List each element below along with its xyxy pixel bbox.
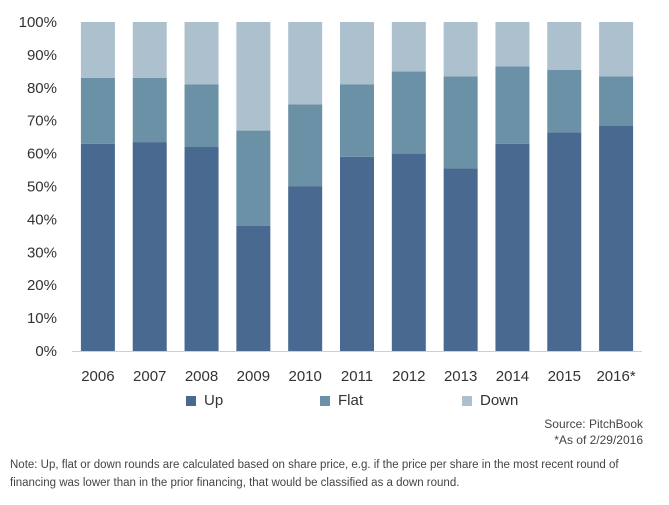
y-tick-label: 100%	[19, 14, 57, 31]
y-tick-label: 70%	[27, 113, 57, 130]
x-tick-label: 2006	[81, 368, 114, 385]
bar-segment-flat-2012	[391, 71, 426, 154]
y-tick-label: 60%	[27, 146, 57, 163]
bar-segment-up-2014	[495, 143, 530, 351]
legend-label-down: Down	[480, 392, 519, 409]
bar-segment-up-2009	[236, 225, 271, 351]
footnote: Note: Up, flat or down rounds are calcul…	[10, 459, 619, 489]
bar-segment-flat-2015	[547, 69, 582, 133]
x-tick-label: 2016*	[596, 368, 635, 385]
legend-swatch-down	[462, 395, 472, 406]
bar-segment-down-2016	[599, 22, 634, 77]
bar-segment-down-2011	[340, 22, 374, 85]
x-tick-label: 2009	[237, 368, 270, 385]
bar-segment-down-2006	[80, 22, 115, 78]
x-tick-label: 2007	[133, 368, 166, 385]
y-tick-label: 50%	[27, 179, 57, 196]
legend-label-up: Up	[204, 392, 224, 409]
bar-segment-flat-2007	[132, 77, 167, 143]
legend-swatch-flat	[320, 395, 330, 406]
y-tick-label: 40%	[27, 211, 57, 228]
bar-segment-up-2016	[599, 125, 634, 351]
bar-segment-flat-2009	[236, 130, 271, 226]
bar-segment-down-2014	[495, 22, 530, 67]
x-tick-label: 2008	[185, 368, 218, 385]
y-tick-label: 0%	[35, 343, 57, 360]
bar-segment-flat-2013	[443, 76, 478, 169]
legend-swatch-up	[186, 395, 196, 406]
x-tick-label: 2011	[341, 368, 373, 385]
bar-segment-down-2008	[184, 22, 219, 85]
bar-segment-up-2013	[443, 168, 478, 351]
bar-segment-up-2015	[547, 132, 582, 351]
x-tick-label: 2015	[548, 368, 581, 385]
legend-label-flat: Flat	[338, 392, 364, 409]
y-tick-label: 20%	[27, 277, 57, 294]
bar-segment-flat-2011	[340, 84, 374, 157]
y-tick-label: 10%	[27, 310, 57, 327]
stacked-bar-chart: 0% 10% 20% 30% 40% 50% 60% 70% 80% 90% 100% 2006 200…	[19, 14, 642, 385]
x-tick-label: 2010	[288, 368, 321, 385]
bar-segment-down-2013	[443, 22, 478, 77]
bar-segment-flat-2006	[80, 77, 115, 144]
bar-segment-up-2011	[340, 156, 374, 351]
y-tick-label: 90%	[27, 47, 57, 64]
bar-segment-flat-2008	[184, 84, 219, 148]
bar-segment-down-2012	[391, 22, 426, 72]
bar-segment-down-2007	[132, 22, 167, 78]
bar-segment-up-2006	[80, 143, 115, 351]
legend-item-down: Down	[462, 392, 518, 409]
bar-segment-flat-2010	[288, 104, 323, 187]
bar-segment-up-2008	[184, 147, 219, 351]
legend: Up Flat Down	[0, 392, 669, 412]
bar-segment-flat-2016	[599, 76, 634, 126]
bar-segment-down-2009	[236, 22, 271, 131]
bar-segment-up-2007	[132, 142, 167, 351]
bar-segment-down-2015	[547, 22, 582, 70]
bar-segment-flat-2014	[495, 66, 530, 144]
bar-segment-up-2010	[288, 186, 323, 351]
y-tick-label: 80%	[27, 80, 57, 97]
x-tick-label: 2012	[392, 368, 425, 385]
bar-segment-down-2010	[288, 22, 323, 105]
as-of-text: *As of 2/29/2016	[554, 433, 643, 447]
x-tick-label: 2013	[444, 368, 477, 385]
source-text: Source: PitchBook	[544, 417, 643, 431]
legend-item-flat: Flat	[320, 392, 363, 409]
y-tick-label: 30%	[27, 244, 57, 261]
x-tick-label: 2014	[496, 368, 529, 385]
bar-segment-up-2012	[391, 153, 426, 351]
legend-item-up: Up	[186, 392, 223, 409]
